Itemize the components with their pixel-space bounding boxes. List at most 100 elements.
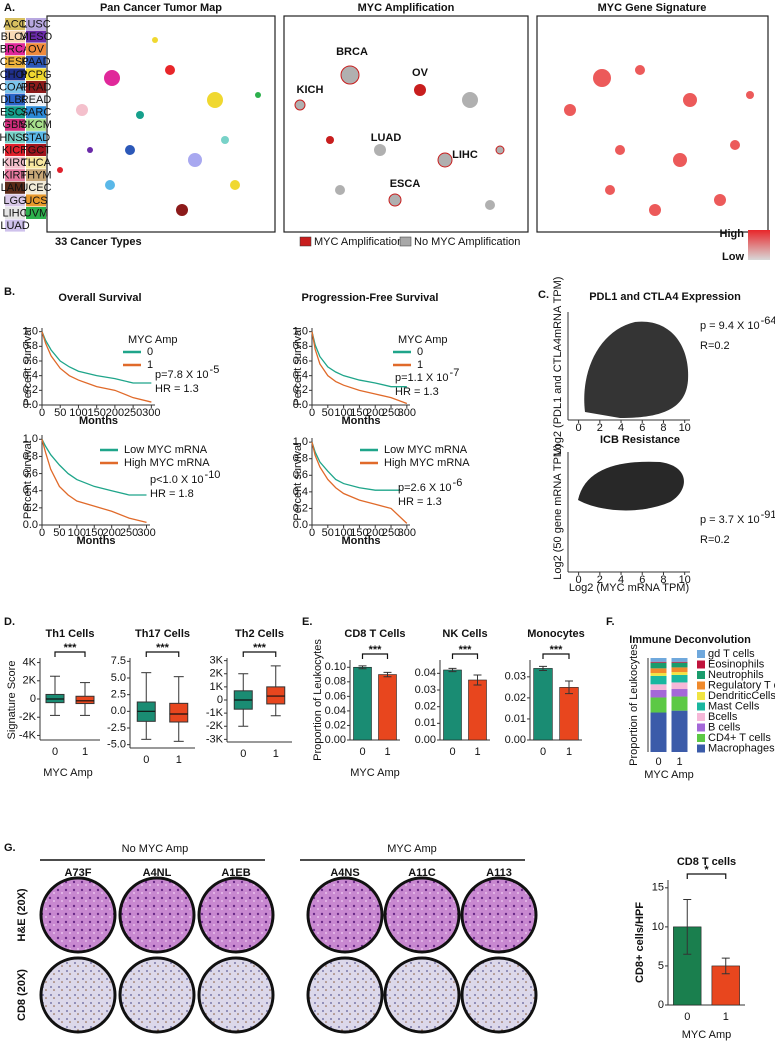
bar-segment [671, 661, 688, 663]
tissue-cores [39, 876, 538, 1034]
cancer-type-swatch [26, 55, 46, 68]
bar-segment [650, 662, 667, 669]
error-bar [721, 957, 730, 975]
error-bar [473, 674, 482, 686]
category-label: 1 [474, 746, 480, 758]
hazard-ratio: HR = 1.3 [155, 383, 199, 395]
panel-label: F. [606, 616, 615, 628]
cancer-type-label: KIRC [2, 157, 28, 169]
y-tick-label: 1.0 [293, 326, 308, 338]
significance-bracket [54, 651, 86, 657]
error-bar [383, 671, 392, 678]
row-label: CD8 (20X) [16, 969, 28, 1021]
y-tick-label: 0.02 [415, 701, 436, 713]
cancer-type-label: GBM [2, 119, 27, 131]
x-tick-label: 150 [87, 407, 105, 419]
legend-label: gd T cells [708, 648, 755, 660]
x-axis-label: Months [79, 415, 118, 427]
y-tick-label: 0.6 [293, 355, 308, 367]
x-axis-label: MYC Amp [682, 1029, 732, 1041]
x-tick-label: 10 [679, 574, 691, 586]
cancer-type-swatch [5, 68, 25, 81]
legend-label: Regulatory T cells [708, 679, 775, 691]
survival-curve [41, 331, 152, 384]
x-tick-label: 250 [120, 527, 138, 539]
map-frames [46, 15, 769, 233]
gradient-label: Low [722, 251, 744, 263]
map-label: LIHC [452, 149, 478, 161]
y-tick-label: 5.0 [111, 672, 126, 684]
map-label: KICH [297, 84, 324, 96]
y-tick-label: -2K [19, 711, 37, 723]
y-axis-label: Log2 (PDL1 and CTLA4mRNA TPM) [552, 277, 564, 456]
cancer-type-label: KICH [2, 144, 28, 156]
p-value: p = 9.4 X 10 [700, 320, 760, 332]
bar-segment [650, 658, 667, 662]
cancer-type-swatch [26, 68, 46, 81]
cancer-type-swatch [5, 81, 25, 93]
y-tick-label: 0.0 [111, 705, 126, 717]
x-tick-label: 4 [618, 422, 624, 434]
cancer-type-label: TGCT [21, 144, 51, 156]
box [169, 702, 189, 723]
y-tick-label: 0.0 [293, 519, 308, 531]
legend-label: Bcells [708, 711, 738, 723]
x-tick-label: 0 [309, 407, 315, 419]
x-tick-label: 6 [639, 574, 645, 586]
cancer-type-label: ESCA [0, 107, 31, 119]
cancer-type-swatch [5, 181, 25, 194]
panel-label: C. [538, 289, 549, 301]
amp-legend-swatch [299, 236, 312, 247]
legend-label: Neutrophils [708, 669, 764, 681]
map-clusters-signature [564, 65, 754, 216]
y-tick-label: 3K [210, 655, 224, 667]
cancer-type-label: STAD [22, 132, 51, 144]
category-label: 0 [449, 746, 455, 758]
map-clusters-amp [294, 65, 505, 210]
legend-label: High MYC mRNA [384, 457, 470, 469]
bar-segment [650, 697, 667, 713]
map-label: BRCA [336, 46, 368, 58]
survival-curve [311, 331, 407, 388]
x-tick-label: 0 [39, 407, 45, 419]
cancer-type-label: BLCA [1, 31, 30, 43]
significance: *** [64, 642, 78, 654]
cancer-type-swatch [5, 156, 25, 169]
y-tick-label: 0 [30, 693, 36, 705]
legend-label: Low MYC mRNA [124, 444, 208, 456]
map-title: MYC Amplification [358, 2, 455, 14]
group-label: MYC Amp [387, 843, 437, 855]
y-tick-label: 7.5 [111, 655, 126, 667]
x-axis-label: MYC Amp [350, 767, 400, 779]
cancer-type-label: LUSC [21, 18, 50, 30]
y-tick-label: 2K [210, 668, 224, 680]
significance-bracket [686, 873, 727, 879]
x-tick-label: 300 [142, 407, 160, 419]
bar [378, 674, 397, 741]
legend-label: 0 [147, 346, 153, 358]
significance: * [704, 864, 709, 876]
p-exponent: -5 [210, 364, 220, 376]
x-tick-label: 0 [39, 527, 45, 539]
x-axis-label: MYC Amp [43, 767, 93, 779]
r-value: R=0.2 [700, 340, 730, 352]
r-value: R=0.2 [700, 534, 730, 546]
survival-curve [41, 439, 147, 524]
category-label: 1 [273, 748, 279, 760]
survival-curve [41, 331, 152, 403]
x-tick-label: 250 [382, 527, 400, 539]
cancer-type-swatch [5, 118, 25, 131]
y-axis-label: Log2 (50 gene mRNA TPM) [552, 444, 564, 580]
x-axis-label: Months [341, 415, 380, 427]
cancer-type-label: SKCM [20, 119, 52, 131]
y-tick-label: 0.03 [415, 684, 436, 696]
x-tick-label: 6 [639, 422, 645, 434]
cancer-type-label: ACC [3, 18, 26, 30]
amp-legend-swatch [399, 236, 412, 247]
x-axis-label: MYC Amp [644, 769, 694, 781]
category-label: 1 [723, 1011, 729, 1023]
legend-label: DendriticCells [708, 690, 775, 702]
y-tick-label: 0.01 [505, 713, 526, 725]
scatter-clouds [578, 321, 689, 511]
y-tick-label: 0.00 [415, 734, 436, 746]
